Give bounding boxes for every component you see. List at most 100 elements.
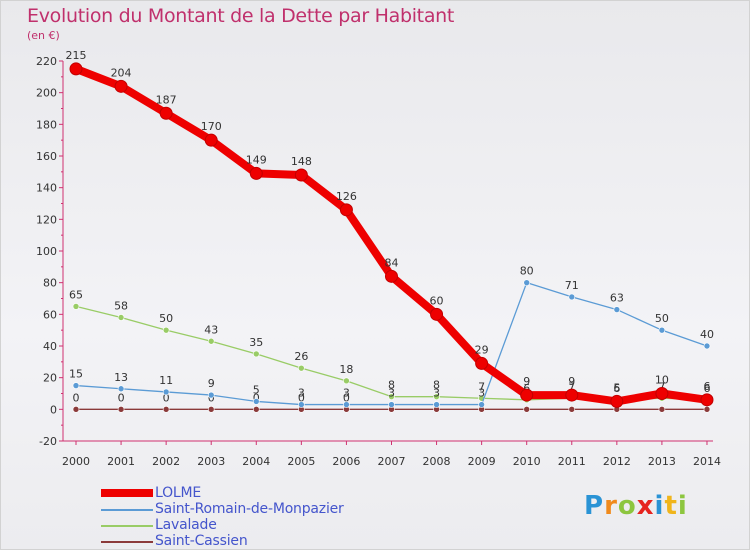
data-label-saint-romain-de-monpazier: 11 [159,374,173,387]
data-label-lolme: 170 [201,120,222,133]
x-tick-label: 2008 [423,455,451,468]
data-label-lolme: 149 [246,153,267,166]
legend-swatch [101,509,153,511]
data-point-saint-romain-de-monpazier [613,306,621,313]
y-tick-label: 120 [36,213,57,226]
x-tick-label: 2007 [377,455,405,468]
data-point-saint-romain-de-monpazier [703,342,711,350]
data-label-lolme: 10 [655,374,669,387]
logo-letter: o [617,491,637,521]
data-point-lolme [610,394,624,408]
data-point-saint-romain-de-monpazier [388,401,395,408]
chart-title: Evolution du Montant de la Dette par Hab… [27,5,455,27]
legend-swatch [101,541,153,543]
data-label-lolme: 215 [66,49,87,62]
data-label-saint-cassien: 0 [118,391,125,404]
x-tick-label: 2010 [513,455,541,468]
data-point-lolme [204,133,218,147]
data-point-lolme [475,356,489,370]
data-label-lolme: 5 [613,381,620,394]
data-label-lavalade: 7 [658,380,665,393]
y-tick-label: 80 [43,277,57,290]
legend-swatch [101,525,153,527]
data-label-lavalade: 43 [204,323,218,336]
data-point-saint-cassien [523,406,531,413]
data-label-lavalade: 18 [339,363,353,376]
logo-letter: t [664,491,678,521]
data-point-saint-romain-de-monpazier [252,398,260,405]
data-point-lolme [430,307,444,321]
data-label-lolme: 9 [523,375,530,388]
data-point-saint-cassien [252,406,260,413]
data-point-saint-romain-de-monpazier [478,401,485,408]
data-point-lolme [339,203,353,217]
x-tick-label: 2001 [107,455,135,468]
data-label-lolme: 9 [568,375,575,388]
x-tick-label: 2013 [648,455,676,468]
data-point-saint-romain-de-monpazier [298,401,305,408]
x-tick-label: 2014 [693,455,721,468]
legend-label: Saint-Romain-de-Monpazier [155,501,344,517]
data-label-lolme: 60 [430,294,444,307]
data-label-lavalade: 6 [703,382,710,395]
data-label-saint-romain-de-monpazier: 71 [565,279,579,292]
x-tick-label: 2012 [603,455,631,468]
data-point-lolme [520,388,534,402]
data-point-lolme [114,79,128,93]
data-point-lavalade [72,303,80,310]
data-point-saint-cassien [207,406,215,413]
y-tick-label: 40 [43,340,57,353]
data-point-saint-romain-de-monpazier [207,391,215,399]
y-tick-label: 0 [50,403,57,416]
data-point-lavalade [117,314,125,321]
x-tick-label: 2011 [558,455,586,468]
data-label-lavalade: 6 [523,382,530,395]
chart-unit: (en €) [27,29,60,42]
data-point-lavalade [162,326,170,334]
data-label-saint-cassien: 0 [253,391,260,404]
y-tick-label: 140 [36,182,57,195]
data-point-lolme [294,168,308,182]
data-label-lavalade: 7 [478,380,485,393]
data-point-lolme [655,387,669,400]
data-label-saint-cassien: 0 [343,391,350,404]
y-tick-label: 20 [43,372,57,385]
data-label-lavalade: 7 [568,380,575,393]
data-point-saint-cassien [117,406,125,413]
data-point-lolme [565,388,579,402]
x-tick-label: 2003 [197,455,225,468]
y-tick-label: -20 [39,435,57,448]
data-point-saint-romain-de-monpazier [433,401,440,408]
legend-label: Saint-Cassien [155,533,248,549]
data-point-lolme [700,393,714,407]
data-point-saint-romain-de-monpazier [117,385,125,393]
data-label-saint-romain-de-monpazier: 40 [700,328,714,341]
x-tick-label: 2000 [62,455,90,468]
data-label-lolme: 6 [703,380,710,393]
data-point-saint-romain-de-monpazier [162,388,170,396]
data-label-saint-romain-de-monpazier: 15 [69,368,83,381]
y-tick-label: 60 [43,308,57,321]
data-label-lolme: 204 [111,66,132,79]
data-label-saint-romain-de-monpazier: 63 [610,292,624,305]
legend-label: Lavalade [155,517,217,533]
data-label-lolme: 187 [156,93,177,106]
data-point-lavalade [252,350,260,358]
logo-letter: P [584,491,605,521]
data-label-saint-cassien: 0 [298,391,305,404]
y-tick-label: 100 [36,245,57,258]
data-label-lolme: 148 [291,155,312,168]
legend-swatch [101,489,153,497]
data-point-saint-cassien [703,406,711,413]
data-label-lavalade: 26 [294,350,308,363]
data-point-saint-romain-de-monpazier [568,293,576,301]
data-point-saint-cassien [162,406,170,413]
data-point-lavalade [207,337,215,345]
data-label-saint-romain-de-monpazier: 13 [114,371,128,384]
data-point-lavalade [343,377,350,385]
data-label-lavalade: 65 [69,288,83,301]
data-label-lavalade: 50 [159,312,173,325]
y-tick-label: 160 [36,150,57,163]
data-point-saint-romain-de-monpazier [343,401,350,408]
